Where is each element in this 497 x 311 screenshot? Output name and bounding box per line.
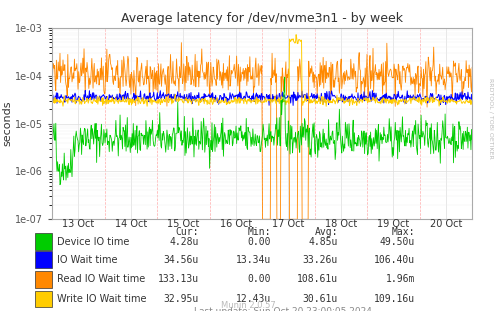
Bar xyxy=(35,291,52,307)
Text: 17 Oct: 17 Oct xyxy=(272,219,305,229)
Bar xyxy=(35,252,52,268)
Text: 1.96m: 1.96m xyxy=(386,274,415,285)
Text: 49.50u: 49.50u xyxy=(380,237,415,247)
Text: Last update: Sun Oct 20 23:00:05 2024: Last update: Sun Oct 20 23:00:05 2024 xyxy=(194,307,372,311)
Text: 106.40u: 106.40u xyxy=(374,255,415,265)
Text: 19 Oct: 19 Oct xyxy=(377,219,410,229)
Text: 13.34u: 13.34u xyxy=(236,255,271,265)
Text: Max:: Max: xyxy=(392,227,415,237)
Text: 13 Oct: 13 Oct xyxy=(62,219,94,229)
Text: 16 Oct: 16 Oct xyxy=(220,219,252,229)
Text: IO Wait time: IO Wait time xyxy=(57,255,118,265)
Title: Average latency for /dev/nvme3n1 - by week: Average latency for /dev/nvme3n1 - by we… xyxy=(121,12,403,26)
Text: 108.61u: 108.61u xyxy=(297,274,338,285)
Y-axis label: seconds: seconds xyxy=(2,101,12,146)
Text: Munin 2.0.57: Munin 2.0.57 xyxy=(221,301,276,310)
Text: 15 Oct: 15 Oct xyxy=(167,219,200,229)
Text: 12.43u: 12.43u xyxy=(236,294,271,304)
Text: 30.61u: 30.61u xyxy=(303,294,338,304)
Text: 133.13u: 133.13u xyxy=(158,274,199,285)
Text: Cur:: Cur: xyxy=(175,227,199,237)
Text: 33.26u: 33.26u xyxy=(303,255,338,265)
Text: Avg:: Avg: xyxy=(315,227,338,237)
Text: 20 Oct: 20 Oct xyxy=(430,219,462,229)
Text: 109.16u: 109.16u xyxy=(374,294,415,304)
Text: 18 Oct: 18 Oct xyxy=(325,219,357,229)
Text: Read IO Wait time: Read IO Wait time xyxy=(57,274,146,285)
Text: Min:: Min: xyxy=(248,227,271,237)
Text: 4.28u: 4.28u xyxy=(169,237,199,247)
Text: Write IO Wait time: Write IO Wait time xyxy=(57,294,147,304)
Text: 14 Oct: 14 Oct xyxy=(115,219,147,229)
Text: 0.00: 0.00 xyxy=(248,237,271,247)
Text: 34.56u: 34.56u xyxy=(164,255,199,265)
Text: 0.00: 0.00 xyxy=(248,274,271,285)
Bar xyxy=(35,271,52,288)
Text: 4.85u: 4.85u xyxy=(309,237,338,247)
Text: RRDTOOL / TOBI OETIKER: RRDTOOL / TOBI OETIKER xyxy=(489,78,494,159)
Text: 32.95u: 32.95u xyxy=(164,294,199,304)
Bar xyxy=(35,234,52,250)
Text: Device IO time: Device IO time xyxy=(57,237,130,247)
